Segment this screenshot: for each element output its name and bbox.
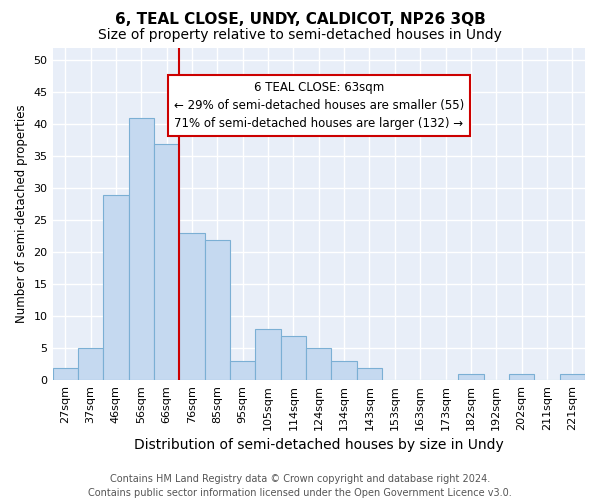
Text: Size of property relative to semi-detached houses in Undy: Size of property relative to semi-detach… — [98, 28, 502, 42]
Bar — [306, 348, 331, 380]
Bar — [509, 374, 534, 380]
Bar — [256, 329, 281, 380]
Bar — [154, 144, 179, 380]
Text: 6, TEAL CLOSE, UNDY, CALDICOT, NP26 3QB: 6, TEAL CLOSE, UNDY, CALDICOT, NP26 3QB — [115, 12, 485, 28]
Bar — [179, 233, 205, 380]
Bar — [53, 368, 78, 380]
Bar — [230, 361, 256, 380]
Y-axis label: Number of semi-detached properties: Number of semi-detached properties — [15, 104, 28, 323]
Bar — [128, 118, 154, 380]
Bar — [357, 368, 382, 380]
Bar — [560, 374, 585, 380]
Bar — [331, 361, 357, 380]
Bar — [78, 348, 103, 380]
Text: Contains HM Land Registry data © Crown copyright and database right 2024.
Contai: Contains HM Land Registry data © Crown c… — [88, 474, 512, 498]
Bar — [458, 374, 484, 380]
Bar — [281, 336, 306, 380]
X-axis label: Distribution of semi-detached houses by size in Undy: Distribution of semi-detached houses by … — [134, 438, 503, 452]
Bar — [205, 240, 230, 380]
Bar — [103, 194, 128, 380]
Text: 6 TEAL CLOSE: 63sqm
← 29% of semi-detached houses are smaller (55)
71% of semi-d: 6 TEAL CLOSE: 63sqm ← 29% of semi-detach… — [173, 81, 464, 130]
